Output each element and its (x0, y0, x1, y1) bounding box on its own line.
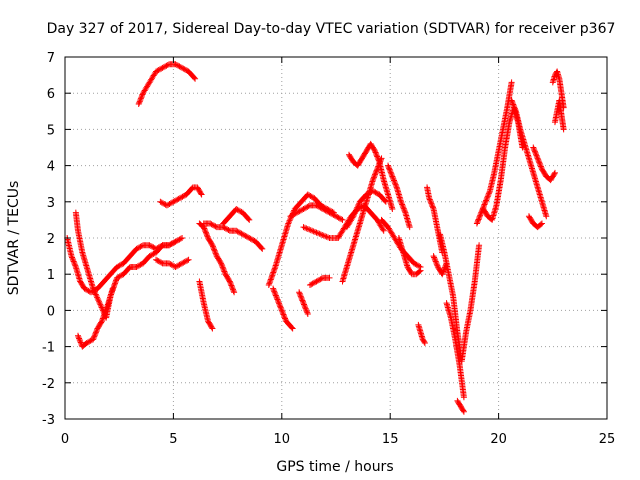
data-point (415, 321, 428, 346)
series-arc-29 (454, 397, 467, 415)
x-tick-label: 20 (490, 432, 507, 447)
series-arc-20 (346, 140, 396, 213)
series-arc-19 (339, 155, 385, 285)
series-arc-4 (135, 61, 199, 108)
y-tick-label: 4 (47, 160, 55, 175)
x-tick-label: 25 (599, 432, 616, 447)
series-arc-35 (549, 68, 567, 111)
data-point (508, 97, 550, 220)
series-arc-12 (270, 285, 296, 332)
data-point (454, 397, 467, 415)
series-arc-10 (220, 206, 253, 227)
data-point (306, 274, 333, 289)
series-arc-23 (395, 235, 424, 278)
axis-ticks: 0 5 10 15 20 25 -3 -2 -1 0 1 2 3 4 5 6 7 (42, 51, 615, 447)
series-arc-9 (196, 278, 216, 332)
series-arc-24 (415, 321, 428, 346)
x-tick-label: 15 (382, 432, 399, 447)
y-tick-label: -2 (42, 377, 55, 392)
data-point (551, 97, 567, 133)
x-axis-label: GPS time / hours (276, 459, 393, 475)
data-point (220, 206, 253, 227)
series-arc-15 (306, 274, 333, 289)
x-tick-label: 5 (169, 432, 177, 447)
data-point (200, 220, 266, 252)
data-point (270, 285, 296, 332)
data-point (135, 61, 199, 108)
y-tick-label: 3 (47, 196, 55, 211)
y-tick-label: 5 (47, 123, 55, 138)
data-point (395, 235, 424, 278)
y-tick-label: -1 (42, 341, 55, 356)
series-arc-16 (296, 289, 311, 318)
data-point (196, 220, 238, 296)
series-arc-6 (153, 256, 192, 270)
y-tick-label: 6 (47, 87, 55, 102)
data-points (64, 61, 567, 415)
y-tick-label: 1 (47, 268, 55, 283)
series-arc-32 (508, 97, 550, 220)
data-point (437, 231, 483, 365)
data-point (296, 289, 311, 318)
data-point (157, 184, 205, 209)
data-point (385, 162, 413, 231)
series-arc-28 (443, 300, 467, 401)
y-axis-label: SDTVAR / TECUs (6, 181, 22, 296)
data-point (549, 68, 567, 111)
y-tick-label: 0 (47, 304, 55, 319)
series-arc-21 (385, 162, 413, 231)
y-tick-label: 7 (47, 51, 55, 66)
series-arc-13 (287, 202, 346, 223)
series-arc-3 (75, 285, 116, 350)
data-point (287, 202, 346, 223)
x-tick-label: 0 (61, 432, 69, 447)
series-arc-5 (157, 184, 205, 209)
data-point (196, 278, 216, 332)
series-arc-33 (530, 144, 558, 184)
series-arc-7 (196, 220, 238, 296)
series-arc-34 (525, 213, 545, 231)
series-arc-27 (437, 231, 483, 365)
data-point (443, 300, 467, 401)
data-point (339, 155, 385, 285)
data-point (153, 256, 192, 270)
x-tick-label: 10 (274, 432, 291, 447)
data-point (75, 285, 116, 350)
data-point (346, 140, 396, 213)
series-arc-36 (551, 97, 567, 133)
y-tick-label: -3 (42, 413, 55, 428)
data-point (530, 144, 558, 184)
data-point (525, 213, 545, 231)
chart-title: Day 327 of 2017, Sidereal Day-to-day VTE… (47, 21, 616, 37)
series-arc-8 (200, 220, 266, 252)
y-tick-label: 2 (47, 232, 55, 247)
